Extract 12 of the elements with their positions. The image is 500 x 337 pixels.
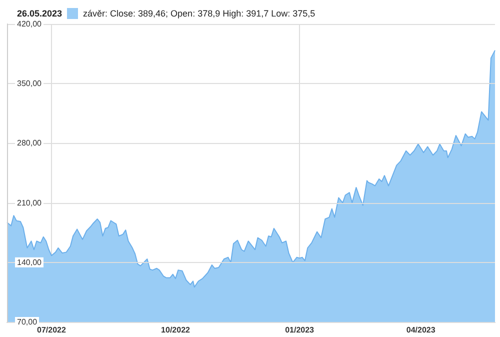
y-tick-label: 210,00 (17, 198, 42, 208)
y-tick-label: 140,00 (17, 258, 42, 267)
y-tick-label: 280,00 (17, 138, 42, 148)
y-tick-label: 350,00 (17, 79, 42, 88)
x-tick-label: 10/2022 (161, 326, 191, 334)
y-tick-label: 70,00 (17, 318, 38, 326)
chart-title: 26.05.2023 (17, 8, 62, 18)
y-tick-label: 420,00 (17, 20, 42, 28)
legend-label: závěr: Close: 389,46; Open: 378,9 High: 391,7 Low: 375,5 (83, 8, 316, 18)
x-tick-label: 07/2022 (37, 326, 66, 334)
x-tick-label: 01/2023 (285, 326, 315, 334)
x-tick-label: 04/2023 (406, 326, 436, 334)
